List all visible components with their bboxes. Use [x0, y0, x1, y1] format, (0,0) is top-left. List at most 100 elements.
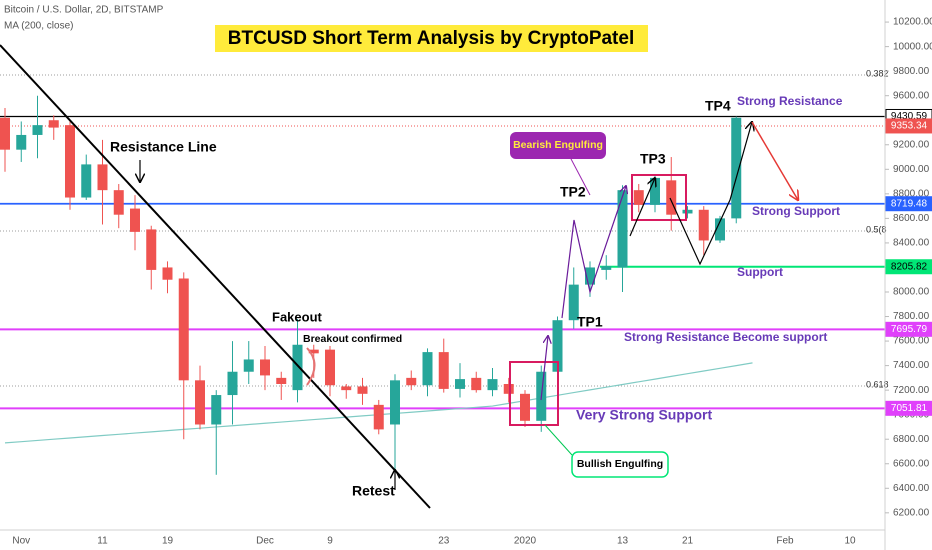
callout-line: [544, 424, 573, 456]
price-box-label: 9430.59: [891, 111, 928, 122]
candle-body: [666, 180, 677, 215]
annotation: Strong Support: [752, 204, 840, 218]
candle-body: [97, 164, 108, 191]
candle-body: [633, 190, 644, 205]
bearish-box: [510, 132, 606, 159]
arrow: [629, 178, 655, 237]
plot-area: 0.382 0.5(8 0.618: [0, 68, 889, 475]
y-tick-label: 9000.00: [893, 164, 930, 175]
candle-body: [65, 125, 75, 198]
candle-body: [178, 278, 189, 381]
annotation: Strong Resistance: [737, 94, 843, 108]
candle-body: [48, 120, 59, 128]
candle-body: [260, 359, 270, 376]
annotation: Strong Resistance Become support: [624, 330, 827, 344]
candle-body: [503, 384, 514, 394]
candle-body: [682, 209, 693, 214]
x-tick-label: 2020: [514, 536, 537, 547]
candle-body: [308, 349, 319, 354]
y-tick-label: 8000.00: [893, 287, 930, 298]
chart-title: BTCUSD Short Term Analysis by CryptoPate…: [228, 28, 634, 49]
indicator-label: MA (200, close): [4, 21, 73, 32]
arrow: [669, 122, 752, 266]
y-tick-label: 8400.00: [893, 238, 930, 249]
candle-body: [32, 125, 43, 135]
price-box-label: 8719.48: [891, 198, 928, 209]
price-box: [885, 118, 932, 134]
fib-label: 0.382: [866, 68, 889, 78]
candle-body: [406, 377, 417, 386]
annotation: Bearish Engulfing: [513, 139, 603, 151]
candle-body: [373, 404, 384, 430]
arrow: [540, 336, 548, 401]
x-tick-label: 13: [617, 536, 629, 547]
candle-body: [715, 218, 725, 241]
annotation: TP4: [705, 98, 731, 114]
x-tick-label: Dec: [256, 536, 274, 547]
callout-line: [569, 156, 591, 196]
engulfing-box: [631, 174, 687, 221]
candle-body: [568, 284, 579, 321]
y-tick-label: 8800.00: [893, 188, 930, 199]
y-tick-label: 9800.00: [893, 66, 930, 77]
fib-label: 0.5(8: [866, 224, 887, 234]
y-tick-label: 7400.00: [893, 360, 930, 371]
arrow: [561, 186, 626, 319]
candle-body: [617, 190, 628, 268]
candle-body: [487, 379, 498, 391]
candle-body: [162, 267, 173, 280]
candle-body: [438, 352, 449, 389]
candle-body: [552, 320, 563, 372]
candle-body: [227, 371, 238, 396]
y-tick-label: 10000.00: [893, 41, 932, 52]
x-tick-label: Feb: [776, 536, 794, 547]
x-tick-label: Nov: [12, 536, 30, 547]
annotation: Retest: [352, 483, 395, 499]
candle-body: [698, 209, 709, 241]
y-tick-label: 7800.00: [893, 311, 930, 322]
y-tick-label: 6400.00: [893, 483, 930, 494]
candle-body: [195, 380, 205, 425]
bullish-box: [571, 451, 669, 478]
candle-body: [601, 266, 612, 270]
candle-body: [731, 117, 742, 219]
candle-body: [455, 379, 465, 389]
arrow: [751, 121, 798, 200]
candle-body: [325, 349, 335, 386]
candle-body: [0, 117, 10, 150]
candle-body: [276, 377, 287, 385]
x-tick-label: 23: [438, 536, 450, 547]
fakeout-curve: [306, 347, 316, 386]
candle-body: [390, 380, 400, 425]
candle-body: [422, 352, 433, 386]
title-box: [215, 25, 648, 52]
engulfing-box: [509, 361, 559, 426]
x-tick-label: 11: [97, 536, 108, 547]
candle-body: [341, 386, 352, 391]
annotation: TP1: [577, 314, 603, 330]
annotation: Support: [737, 265, 783, 279]
price-box: [885, 196, 932, 212]
candle-body: [243, 359, 254, 372]
candle-body: [146, 229, 157, 270]
annotation: TP2: [560, 184, 586, 200]
y-tick-label: 9200.00: [893, 139, 930, 150]
annotation: TP3: [640, 151, 666, 167]
x-tick-label: 10: [844, 536, 856, 547]
candle-body: [520, 393, 530, 421]
annotation: Resistance Line: [110, 139, 217, 155]
y-tick-label: 6600.00: [893, 458, 930, 469]
x-tick-label: 21: [682, 536, 694, 547]
candle-body: [471, 377, 482, 391]
price-box: [885, 259, 932, 275]
price-box-label: 7051.81: [891, 403, 928, 414]
price-box-label: 8205.82: [891, 261, 928, 272]
price-box: [885, 321, 932, 337]
y-tick-label: 7600.00: [893, 336, 930, 347]
fib-label: 0.618: [866, 379, 889, 389]
candle-body: [357, 386, 368, 394]
y-tick-label: 7200.00: [893, 385, 930, 396]
price-box-label: 9353.34: [891, 121, 928, 132]
